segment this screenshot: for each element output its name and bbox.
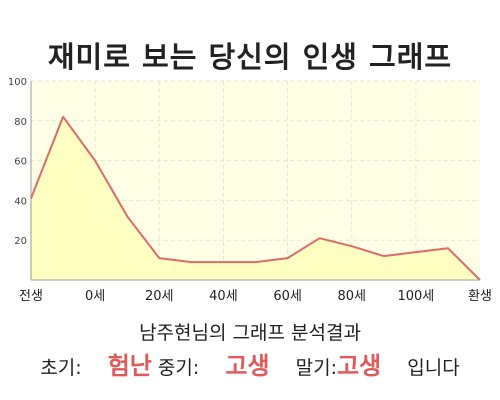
y-tick-label: 40 bbox=[14, 196, 27, 207]
analysis-summary: 초기: 험난 중기: 고생 말기:고생 입니다 bbox=[0, 346, 500, 381]
x-tick-label: 100세 bbox=[397, 289, 434, 304]
mid-label: 중기: bbox=[157, 357, 200, 379]
y-tick-label: 20 bbox=[14, 236, 27, 247]
late-label: 말기: bbox=[295, 357, 338, 379]
x-tick-label: 20세 bbox=[145, 289, 174, 304]
analysis-subtitle: 남주현님의 그래프 분석결과 bbox=[139, 322, 361, 344]
x-tick-label: 40세 bbox=[209, 289, 238, 304]
x-tick-label: 전생 bbox=[19, 289, 43, 304]
late-value: 고생 bbox=[337, 352, 382, 380]
series-area bbox=[31, 116, 480, 280]
y-tick-label: 60 bbox=[14, 157, 27, 168]
mid-value: 고생 bbox=[225, 352, 270, 380]
y-tick-label: 80 bbox=[14, 117, 27, 128]
early-label: 초기: bbox=[40, 357, 82, 379]
x-tick-label: 0세 bbox=[85, 289, 105, 304]
chart-title: 재미로 보는 당신의 인생 그래프 bbox=[47, 40, 453, 74]
early-value: 험난 bbox=[107, 352, 152, 380]
y-tick-label: 100 bbox=[8, 77, 27, 88]
series-line bbox=[30, 115, 481, 281]
x-tick-label: 60세 bbox=[273, 289, 302, 304]
x-tick-label: 80세 bbox=[337, 289, 366, 304]
ending-text: 입니다 bbox=[407, 357, 460, 379]
x-tick-label: 환생 bbox=[468, 289, 492, 304]
